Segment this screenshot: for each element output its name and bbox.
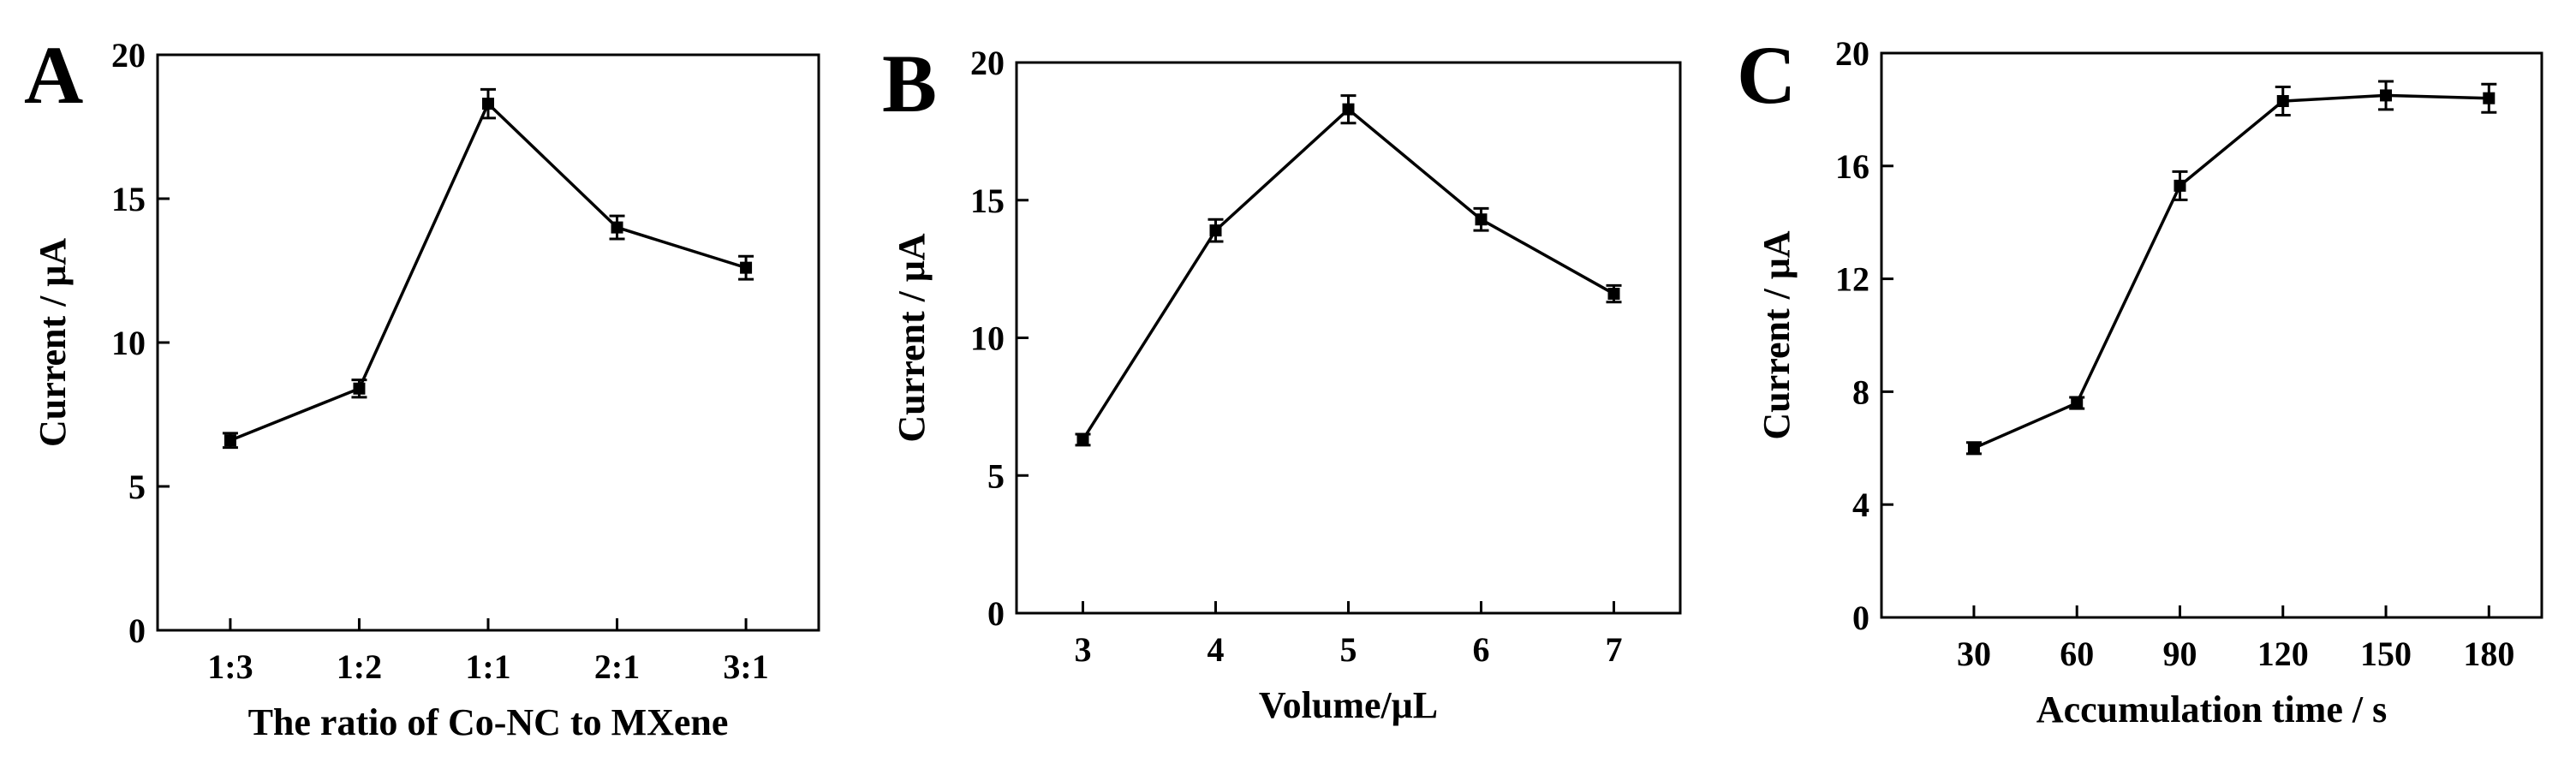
y-tick-label: 5 bbox=[987, 456, 1005, 495]
data-point bbox=[2174, 179, 2186, 192]
y-axis-label: Current / μA bbox=[891, 233, 933, 442]
data-point bbox=[1475, 213, 1488, 226]
x-tick-label: 4 bbox=[1208, 630, 1225, 669]
y-tick-label: 0 bbox=[128, 611, 146, 650]
x-tick-label: 6 bbox=[1473, 630, 1490, 669]
x-tick-label: 2:1 bbox=[594, 647, 640, 686]
y-tick-label: 20 bbox=[1835, 34, 1869, 73]
x-tick-label: 3:1 bbox=[723, 647, 768, 686]
data-point bbox=[1967, 442, 1980, 455]
x-tick-label: 1:2 bbox=[337, 647, 382, 686]
x-axis-label: Volume/μL bbox=[1259, 684, 1438, 726]
y-tick-label: 0 bbox=[987, 594, 1005, 633]
y-tick-label: 10 bbox=[111, 324, 146, 362]
y-tick-label: 0 bbox=[1852, 599, 1869, 637]
data-point bbox=[2483, 92, 2496, 104]
data-point bbox=[2276, 95, 2289, 108]
data-point bbox=[1076, 433, 1089, 446]
panel-letter: B bbox=[882, 38, 937, 129]
x-tick-label: 7 bbox=[1606, 630, 1623, 669]
data-point bbox=[1607, 288, 1620, 301]
y-tick-label: 4 bbox=[1852, 486, 1869, 524]
data-point bbox=[1342, 103, 1355, 116]
data-point bbox=[611, 221, 623, 234]
x-tick-label: 60 bbox=[2060, 635, 2094, 673]
plot-frame bbox=[1880, 51, 2543, 619]
x-axis-label: The ratio of Co-NC to MXene bbox=[248, 701, 729, 743]
x-tick-label: 150 bbox=[2360, 635, 2412, 673]
y-axis-label: Current / μA bbox=[32, 238, 74, 447]
x-axis-label: Accumulation time / s bbox=[2036, 688, 2387, 730]
x-tick-label: 1:1 bbox=[465, 647, 510, 686]
y-axis-label: Current / μA bbox=[1756, 230, 1798, 439]
data-point bbox=[740, 261, 753, 274]
plot-frame bbox=[156, 53, 820, 632]
x-tick-label: 5 bbox=[1340, 630, 1357, 669]
y-tick-label: 12 bbox=[1835, 260, 1869, 299]
y-tick-label: 15 bbox=[970, 182, 1005, 220]
series-line bbox=[1082, 107, 1615, 441]
x-tick-label: 90 bbox=[2162, 635, 2197, 673]
series-line bbox=[230, 101, 747, 442]
y-tick-label: 5 bbox=[128, 468, 146, 506]
data-point bbox=[224, 434, 236, 447]
y-tick-label: 20 bbox=[970, 44, 1005, 82]
y-tick-label: 15 bbox=[111, 180, 146, 218]
data-point bbox=[353, 382, 366, 395]
y-tick-label: 16 bbox=[1835, 147, 1869, 186]
data-point bbox=[2380, 89, 2393, 102]
data-point bbox=[2071, 396, 2084, 409]
x-tick-label: 120 bbox=[2257, 635, 2309, 673]
x-tick-label: 3 bbox=[1075, 630, 1092, 669]
y-tick-label: 20 bbox=[111, 36, 146, 75]
x-tick-label: 180 bbox=[2463, 635, 2514, 673]
data-point bbox=[482, 98, 494, 110]
chart-panel-b: B 0 5 10 15 20 3 4 5 6 7 Volume/μL Current / μA bbox=[882, 38, 1682, 726]
x-tick-label: 1:3 bbox=[207, 647, 253, 686]
y-tick-label: 10 bbox=[970, 319, 1005, 358]
chart-panel-c: C 0 4 8 12 16 20 30 60 90 120 150 180 Accumulation ti… bbox=[1737, 29, 2543, 730]
x-tick-label: 30 bbox=[1957, 635, 1991, 673]
plot-frame bbox=[1015, 61, 1682, 615]
panel-letter: A bbox=[24, 29, 83, 121]
data-point bbox=[1209, 224, 1222, 237]
chart-panel-a: A 0 5 10 15 20 1:3 1:2 1:1 2:1 3:1 The ratio of Co-… bbox=[24, 29, 820, 743]
panel-letter: C bbox=[1737, 29, 1796, 121]
y-tick-label: 8 bbox=[1852, 373, 1869, 411]
series-line bbox=[1973, 93, 2490, 450]
